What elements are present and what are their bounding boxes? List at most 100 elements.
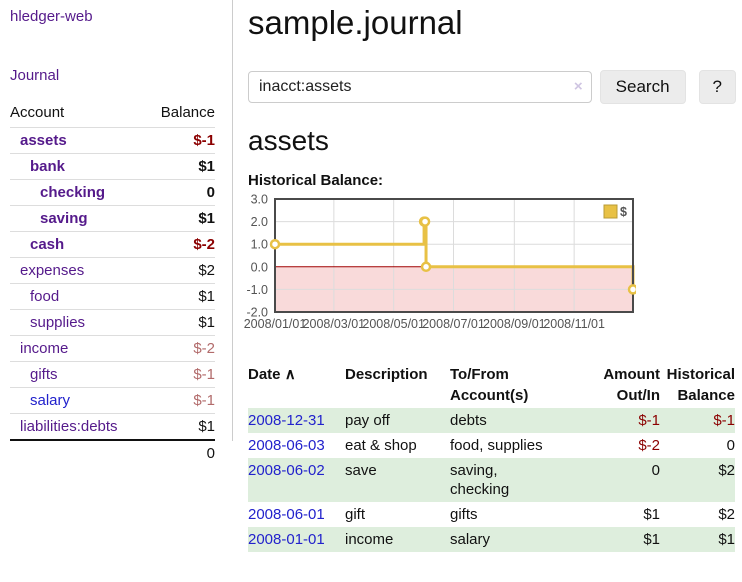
register-table: Date ∧ Description To/From Account(s) Am…	[248, 362, 735, 552]
account-row: saving $1	[10, 205, 215, 232]
account-heading: assets	[248, 125, 329, 156]
transaction-balance: $2	[718, 462, 735, 479]
transaction-amount: 0	[651, 462, 660, 479]
register-col-amount: Amount Out/In	[603, 366, 660, 404]
transaction-balance: $2	[718, 506, 735, 523]
account-balance: $-2	[193, 340, 215, 357]
account-balance: $-1	[193, 366, 215, 383]
svg-text:2008/05/01: 2008/05/01	[362, 317, 425, 331]
transaction-row: 2008-12-31 pay off debts $-1 $-1	[248, 408, 735, 433]
sidebar-item-journal[interactable]: Journal	[10, 67, 60, 84]
account-link[interactable]: food	[30, 288, 60, 305]
page-title: sample.journal	[248, 4, 463, 41]
svg-text:-2.0: -2.0	[246, 306, 268, 320]
transaction-row: 2008-06-01 gift gifts $1 $2	[248, 502, 735, 527]
svg-text:1.0: 1.0	[251, 238, 268, 252]
search-input-wrap: ×	[248, 71, 592, 103]
historical-balance-chart: $2008/01/012008/03/012008/05/012008/07/0…	[244, 194, 636, 331]
account-row: checking 0	[10, 179, 215, 206]
transaction-amount: $-1	[638, 412, 660, 429]
accounts-total-row: 0	[10, 439, 215, 466]
svg-text:2008/11/01: 2008/11/01	[543, 317, 605, 331]
register-col-accounts: To/From Account(s)	[450, 366, 529, 404]
account-row: assets $-1	[10, 127, 215, 154]
sort-ascending-icon: ∧	[284, 366, 296, 383]
transaction-accounts: saving, checking	[450, 462, 510, 498]
svg-text:2008/09/01: 2008/09/01	[483, 317, 546, 331]
account-row: income $-2	[10, 335, 215, 362]
svg-text:0.0: 0.0	[251, 260, 268, 274]
svg-text:2008/07/01: 2008/07/01	[422, 317, 485, 331]
account-link[interactable]: saving	[40, 210, 88, 227]
account-link[interactable]: income	[20, 340, 69, 357]
search-button[interactable]: Search	[599, 70, 686, 104]
help-button[interactable]: ?	[698, 70, 736, 104]
transaction-row: 2008-01-01 income salary $1 $1	[248, 527, 735, 552]
transaction-balance: $1	[718, 531, 735, 548]
account-link[interactable]: bank	[30, 158, 66, 175]
transaction-description: pay off	[345, 412, 390, 429]
account-row: liabilities:debts $1	[10, 413, 215, 441]
account-row: expenses $2	[10, 257, 215, 284]
account-balance: $2	[198, 262, 215, 279]
account-balance: 0	[206, 184, 215, 201]
account-link[interactable]: liabilities:debts	[20, 418, 118, 435]
svg-text:2008/01/01: 2008/01/01	[244, 317, 307, 331]
account-balance: $-1	[193, 392, 215, 409]
svg-text:3.0: 3.0	[251, 194, 268, 207]
register-col-description: Description	[345, 366, 428, 383]
account-link[interactable]: supplies	[30, 314, 86, 331]
transaction-date-link[interactable]: 2008-06-03	[248, 437, 325, 454]
transaction-date-link[interactable]: 2008-01-01	[248, 531, 325, 548]
transaction-row: 2008-06-02 save saving, checking 0 $2	[248, 458, 735, 502]
transaction-description: eat & shop	[345, 437, 417, 454]
transaction-date-link[interactable]: 2008-06-01	[248, 506, 325, 523]
transaction-balance: $-1	[713, 412, 735, 429]
transaction-amount: $1	[643, 531, 660, 548]
transaction-description: save	[345, 462, 377, 479]
accounts-table-header: Account Balance	[10, 101, 215, 128]
account-balance: $1	[198, 288, 215, 305]
account-link[interactable]: gifts	[30, 366, 58, 383]
transaction-accounts: debts	[450, 412, 487, 429]
account-link[interactable]: assets	[20, 132, 67, 149]
account-balance: $-2	[193, 236, 215, 253]
chart-title: Historical Balance:	[248, 172, 384, 189]
transaction-balance: 0	[726, 437, 735, 454]
accounts-col-account: Account	[10, 104, 65, 121]
register-table-header: Date ∧ Description To/From Account(s) Am…	[248, 362, 735, 408]
svg-text:$: $	[620, 205, 627, 219]
transaction-date-link[interactable]: 2008-06-02	[248, 462, 325, 479]
sidebar: hledger-web Journal Account Balance asse…	[0, 0, 233, 466]
account-row: supplies $1	[10, 309, 215, 336]
transaction-row: 2008-06-03 eat & shop food, supplies $-2 0	[248, 433, 735, 458]
transaction-accounts: gifts	[450, 506, 478, 523]
clear-search-icon[interactable]: ×	[573, 78, 583, 95]
transaction-amount: $1	[643, 506, 660, 523]
transaction-date-link[interactable]: 2008-12-31	[248, 412, 325, 429]
account-link[interactable]: expenses	[20, 262, 85, 279]
transaction-amount: $-2	[638, 437, 660, 454]
account-row: food $1	[10, 283, 215, 310]
account-balance: $1	[198, 418, 215, 435]
account-link[interactable]: salary	[30, 392, 71, 409]
account-row: salary $-1	[10, 387, 215, 414]
transaction-accounts: salary	[450, 531, 491, 548]
transaction-description: income	[345, 531, 394, 548]
account-link[interactable]: cash	[30, 236, 65, 253]
register-col-date[interactable]: Date ∧	[248, 366, 296, 383]
accounts-table: Account Balance assets $-1 bank $1 checking 0…	[10, 101, 215, 466]
account-row: bank $1	[10, 153, 215, 180]
search-form: × Search ?	[248, 70, 736, 104]
account-balance: $1	[198, 210, 215, 227]
account-row: cash $-2	[10, 231, 215, 258]
account-balance: $1	[198, 158, 215, 175]
account-link[interactable]: checking	[40, 184, 106, 201]
search-input[interactable]	[248, 71, 592, 103]
account-balance: $-1	[193, 132, 215, 149]
accounts-col-balance: Balance	[160, 104, 215, 121]
svg-text:2.0: 2.0	[251, 215, 268, 229]
register-col-balance: Historical Balance	[666, 366, 735, 404]
accounts-total-value: 0	[10, 439, 215, 466]
app-title-link[interactable]: hledger-web	[10, 8, 93, 25]
